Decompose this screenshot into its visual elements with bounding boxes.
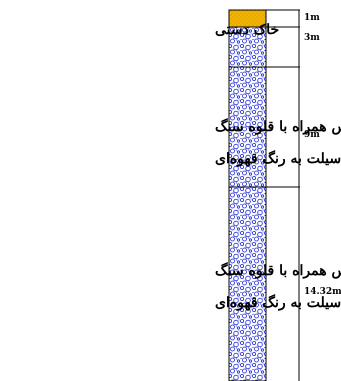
layer-description-line: شن و ماس همراه با قلوه سنگ xyxy=(215,118,341,135)
layer-description-line: و سیلت به رنگ قهوه‌ای xyxy=(215,294,341,311)
layer-description-line: شن و ماس همراه با قلوه سنگ xyxy=(215,262,341,279)
layer-description-line: خاک دستی xyxy=(215,22,279,38)
depth-leader-lines xyxy=(229,9,300,381)
layer-description-line: با کمی سیلت به رنگ قهوه‌ای xyxy=(215,150,341,167)
depth-labels: 1m 3m 9m 14.32m xyxy=(304,13,341,297)
depth-label: 3m xyxy=(304,33,320,43)
layer-gravel-1 xyxy=(228,26,267,68)
layer-descriptions: خاک دستی شن و ماس همراه با قلوه سنگ با کمی… xyxy=(215,22,341,311)
depth-label: 9m xyxy=(304,130,320,140)
depth-label: 14.32m xyxy=(304,287,341,297)
depth-label: 1m xyxy=(304,13,320,23)
layer-gravel-3 xyxy=(228,186,267,381)
soil-column xyxy=(228,9,267,381)
